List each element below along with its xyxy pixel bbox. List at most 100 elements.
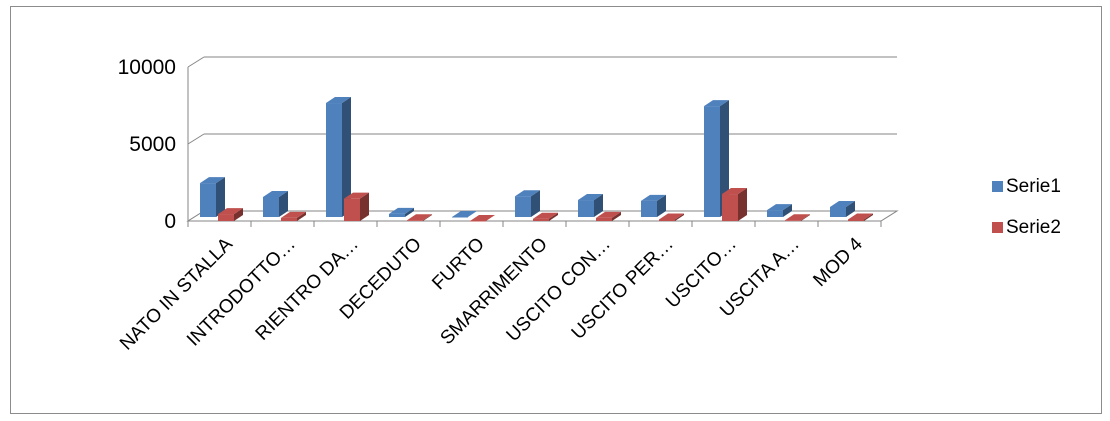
bar-top [830,200,855,207]
x-category-label: INTRODOTTO… [183,234,300,351]
bar-side [864,213,873,221]
bar-serie2-2 [344,192,369,221]
bar-top [515,190,540,197]
bar-serie1-10 [830,200,855,217]
bar-front [281,217,297,221]
bar-side [423,214,432,221]
bar-side [342,97,351,217]
bar-side [216,177,225,217]
chart-area: 0 5000 10000 NATO IN STALLA INTRODOTTO… RIEN… [10,6,1102,414]
bar-top [533,212,558,219]
chart-walls [186,56,899,227]
bar-serie2-0 [218,208,243,221]
bar-front [767,210,783,217]
bar-front [848,219,864,221]
bar-side [675,213,684,221]
bar-top [848,213,873,220]
bar-front [785,220,801,221]
bar-serie1-4 [452,211,477,218]
bar-front [263,196,279,217]
bar-front [452,217,468,218]
legend-swatch [992,181,1003,192]
bar-top [407,214,432,221]
bar-serie2-1 [281,211,306,221]
legend-label: Serie1 [1006,176,1061,197]
bar-serie1-3 [389,207,414,217]
bar-side [279,190,288,217]
bar-top [470,215,495,221]
bar-side [846,200,855,217]
legend-item-serie1: Serie1 [992,176,1061,197]
bar-serie2-6 [596,211,621,221]
bar-front [533,218,549,221]
bar-top [281,211,306,218]
bar-side [234,208,243,221]
y-tick-label: 10000 [118,56,176,79]
x-category-label: SMARRIMENTO [437,234,552,349]
bar-front [407,220,423,221]
legend-label: Serie2 [1006,217,1061,238]
x-category-label: MOD 4 [809,233,867,291]
bar-top [578,194,603,201]
bar-front [326,103,342,217]
bar-front [344,198,360,221]
y-tick-label: 0 [164,210,176,233]
bar-front [830,206,846,217]
bar-front [722,194,738,221]
bar-side [297,211,306,221]
bar-serie1-7 [641,194,666,217]
bar-top [452,211,477,217]
bar-top [326,97,351,104]
bar-serie2-10 [848,213,873,221]
chart-bars [200,97,873,222]
bar-side [405,207,414,217]
bar-side [720,100,729,217]
x-category-label: NATO IN STALLA [116,233,237,354]
bar-serie1-5 [515,190,540,217]
bar-serie2-7 [659,213,684,221]
bar-front [659,219,675,221]
y-tick-label: 5000 [129,133,176,156]
bar-chart: 0 5000 10000 NATO IN STALLAINTRODOTTO…RIEN… [116,56,1061,355]
bar-serie1-8 [704,100,729,217]
bar-serie2-9 [785,214,810,221]
bar-serie2-5 [533,212,558,221]
bar-side [531,190,540,217]
bar-serie1-1 [263,190,288,217]
bar-serie1-0 [200,177,225,217]
side-wall-gridline [187,133,205,145]
y-axis-ticks: 0 5000 10000 [118,56,176,233]
bar-side [360,192,369,221]
bar-serie1-9 [767,204,792,217]
bar-top [704,100,729,107]
bar-top [659,213,684,220]
bar-top [722,188,747,195]
bar-front [596,217,612,221]
bar-side [549,212,558,221]
bar-top [218,208,243,215]
bar-side [657,194,666,217]
bar-serie2-3 [407,214,432,221]
x-category-label: FURTO [428,234,489,295]
bar-top [785,214,810,221]
bar-top [767,204,792,211]
bar-front [470,221,486,222]
bar-front [641,200,657,217]
legend-item-serie2: Serie2 [992,217,1061,238]
bar-top [641,194,666,201]
bar-serie1-2 [326,97,351,217]
bar-side [801,214,810,221]
bar-top [263,190,288,197]
bar-front [578,200,594,217]
bar-front [704,106,720,217]
bar-top [389,207,414,214]
bar-side [738,188,747,221]
bar-front [218,214,234,221]
bar-serie2-4 [470,215,495,222]
bar-serie1-6 [578,194,603,217]
bar-top [200,177,225,184]
bar-front [515,196,531,217]
bar-top [596,211,621,218]
legend: Serie1 Serie2 [992,176,1061,238]
